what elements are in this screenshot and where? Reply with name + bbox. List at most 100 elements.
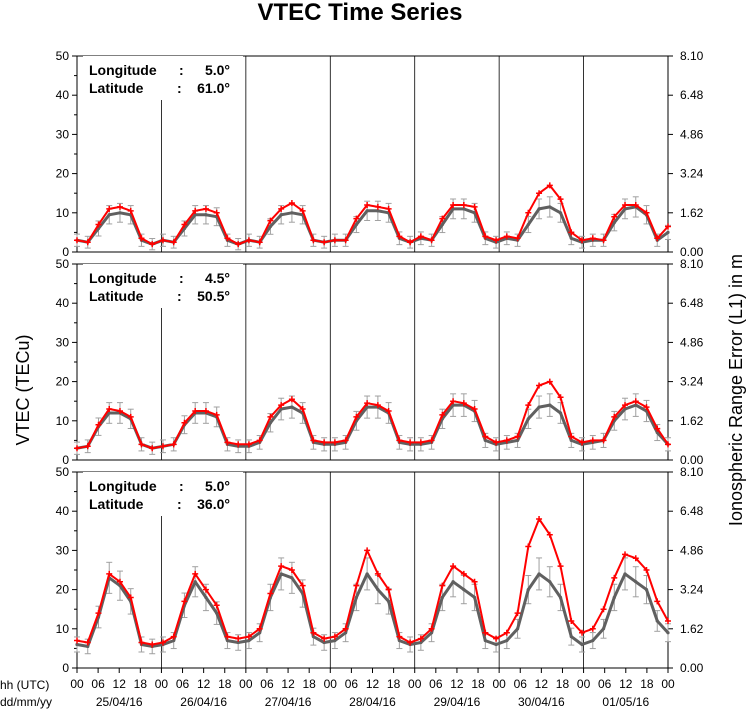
data-point-observed <box>245 441 252 448</box>
data-point-observed <box>159 639 166 646</box>
data-point-observed <box>525 209 532 216</box>
data-point-observed <box>353 582 360 589</box>
data-point-reference <box>623 207 627 211</box>
data-point-observed <box>643 404 650 411</box>
data-point-observed <box>278 563 285 570</box>
data-point-reference <box>548 403 552 407</box>
longitude-label: Longitude <box>89 270 157 286</box>
y-tick-label-right: 1.62 <box>680 414 704 428</box>
data-point-observed <box>589 235 596 242</box>
data-point-reference <box>666 631 670 635</box>
data-point-reference <box>569 236 573 240</box>
longitude-label: Longitude <box>89 62 157 78</box>
data-point-reference <box>515 627 520 631</box>
data-point-observed <box>632 555 639 562</box>
data-point-observed <box>579 237 586 244</box>
x-tick-label-hour: 18 <box>387 677 401 691</box>
x-tick-label-date: 25/04/16 <box>96 695 143 709</box>
longitude-value: 5.0° <box>205 62 230 78</box>
latitude-colon: : <box>177 496 182 512</box>
data-point-observed <box>643 209 650 216</box>
y-tick-label-right: 1.62 <box>680 622 704 636</box>
data-point-reference <box>333 638 337 643</box>
data-point-observed <box>503 629 510 636</box>
data-point-observed <box>600 237 607 244</box>
data-point-observed <box>600 606 607 613</box>
longitude-label: Longitude <box>89 478 157 494</box>
data-point-observed <box>439 215 446 222</box>
data-point-reference <box>612 595 616 600</box>
data-point-reference <box>462 207 466 211</box>
x-tick-label-date: 30/04/16 <box>518 695 565 709</box>
data-point-reference <box>397 638 401 643</box>
data-point-reference <box>107 213 111 217</box>
y-tick-label-left: 50 <box>56 49 70 63</box>
data-point-observed <box>417 635 424 642</box>
data-point-reference <box>322 640 326 645</box>
data-point-observed <box>611 213 618 220</box>
data-point-reference <box>279 213 283 217</box>
data-point-reference <box>451 207 455 211</box>
data-point-reference <box>526 417 530 421</box>
data-point-observed <box>579 439 586 446</box>
x-tick-label-hour: 06 <box>598 677 612 691</box>
data-point-observed <box>116 408 123 414</box>
data-point-observed <box>654 235 661 242</box>
x-tick-label-hour: 00 <box>408 677 422 691</box>
x-tick-label-hour: 00 <box>70 677 84 691</box>
y-tick-label-left: 30 <box>56 543 70 557</box>
data-point-observed <box>342 237 349 244</box>
data-point-observed <box>589 437 596 444</box>
x-tick-label-hour: 12 <box>535 677 549 691</box>
data-point-reference <box>601 627 606 631</box>
data-point-observed <box>622 551 629 558</box>
data-point-observed <box>407 639 414 646</box>
data-point-observed <box>428 237 435 244</box>
data-point-reference <box>311 635 315 639</box>
data-point-reference <box>365 209 369 213</box>
data-point-observed <box>471 406 478 413</box>
y-tick-label-right: 4.86 <box>680 543 704 557</box>
data-point-reference <box>215 611 219 615</box>
x-tick-label-date: 29/04/16 <box>434 695 481 709</box>
data-point-observed <box>407 439 414 446</box>
data-point-reference <box>354 595 358 600</box>
data-point-observed <box>192 207 199 214</box>
x-tick-label-hour: 12 <box>281 677 295 691</box>
data-point-observed <box>439 411 446 418</box>
x-tick-label-hour: 00 <box>492 677 506 691</box>
data-point-reference <box>193 213 197 217</box>
data-point-observed <box>632 398 639 405</box>
data-point-reference <box>440 222 444 227</box>
data-point-observed <box>267 413 274 420</box>
data-point-observed <box>514 235 521 242</box>
data-point-observed <box>181 598 188 605</box>
x-tick-label-hour: 12 <box>450 677 464 691</box>
data-point-observed <box>450 201 457 208</box>
data-point-reference <box>365 405 369 409</box>
x-tick-label-hour: 06 <box>514 677 528 691</box>
y-tick-label-right: 1.62 <box>680 206 704 220</box>
data-point-observed <box>235 441 242 448</box>
data-point-reference <box>558 595 563 600</box>
data-point-observed <box>202 205 209 212</box>
data-point-observed <box>192 408 199 414</box>
data-point-reference <box>558 411 563 415</box>
data-point-observed <box>654 598 661 605</box>
x-tick-label-hour: 06 <box>429 677 443 691</box>
data-point-observed <box>568 617 575 624</box>
x-tick-label-hour: 00 <box>661 677 675 691</box>
panels-layer: 0 10 20 30 40 50 0.00 1.62 3.24 4.86 6.48 8.10 Longi… <box>56 49 704 709</box>
data-point-observed <box>579 629 586 636</box>
data-point-observed <box>482 433 489 440</box>
data-point-observed <box>106 406 113 413</box>
data-point-observed <box>321 239 328 246</box>
latitude-value: 61.0° <box>197 80 230 96</box>
data-point-observed <box>116 203 123 210</box>
x-tick-label-hour: 00 <box>155 677 169 691</box>
x-tick-label-hour: 12 <box>366 677 380 691</box>
data-point-observed <box>74 445 80 452</box>
latitude-colon: : <box>177 288 182 304</box>
data-point-reference <box>419 640 423 645</box>
latitude-label: Latitude <box>89 80 144 96</box>
